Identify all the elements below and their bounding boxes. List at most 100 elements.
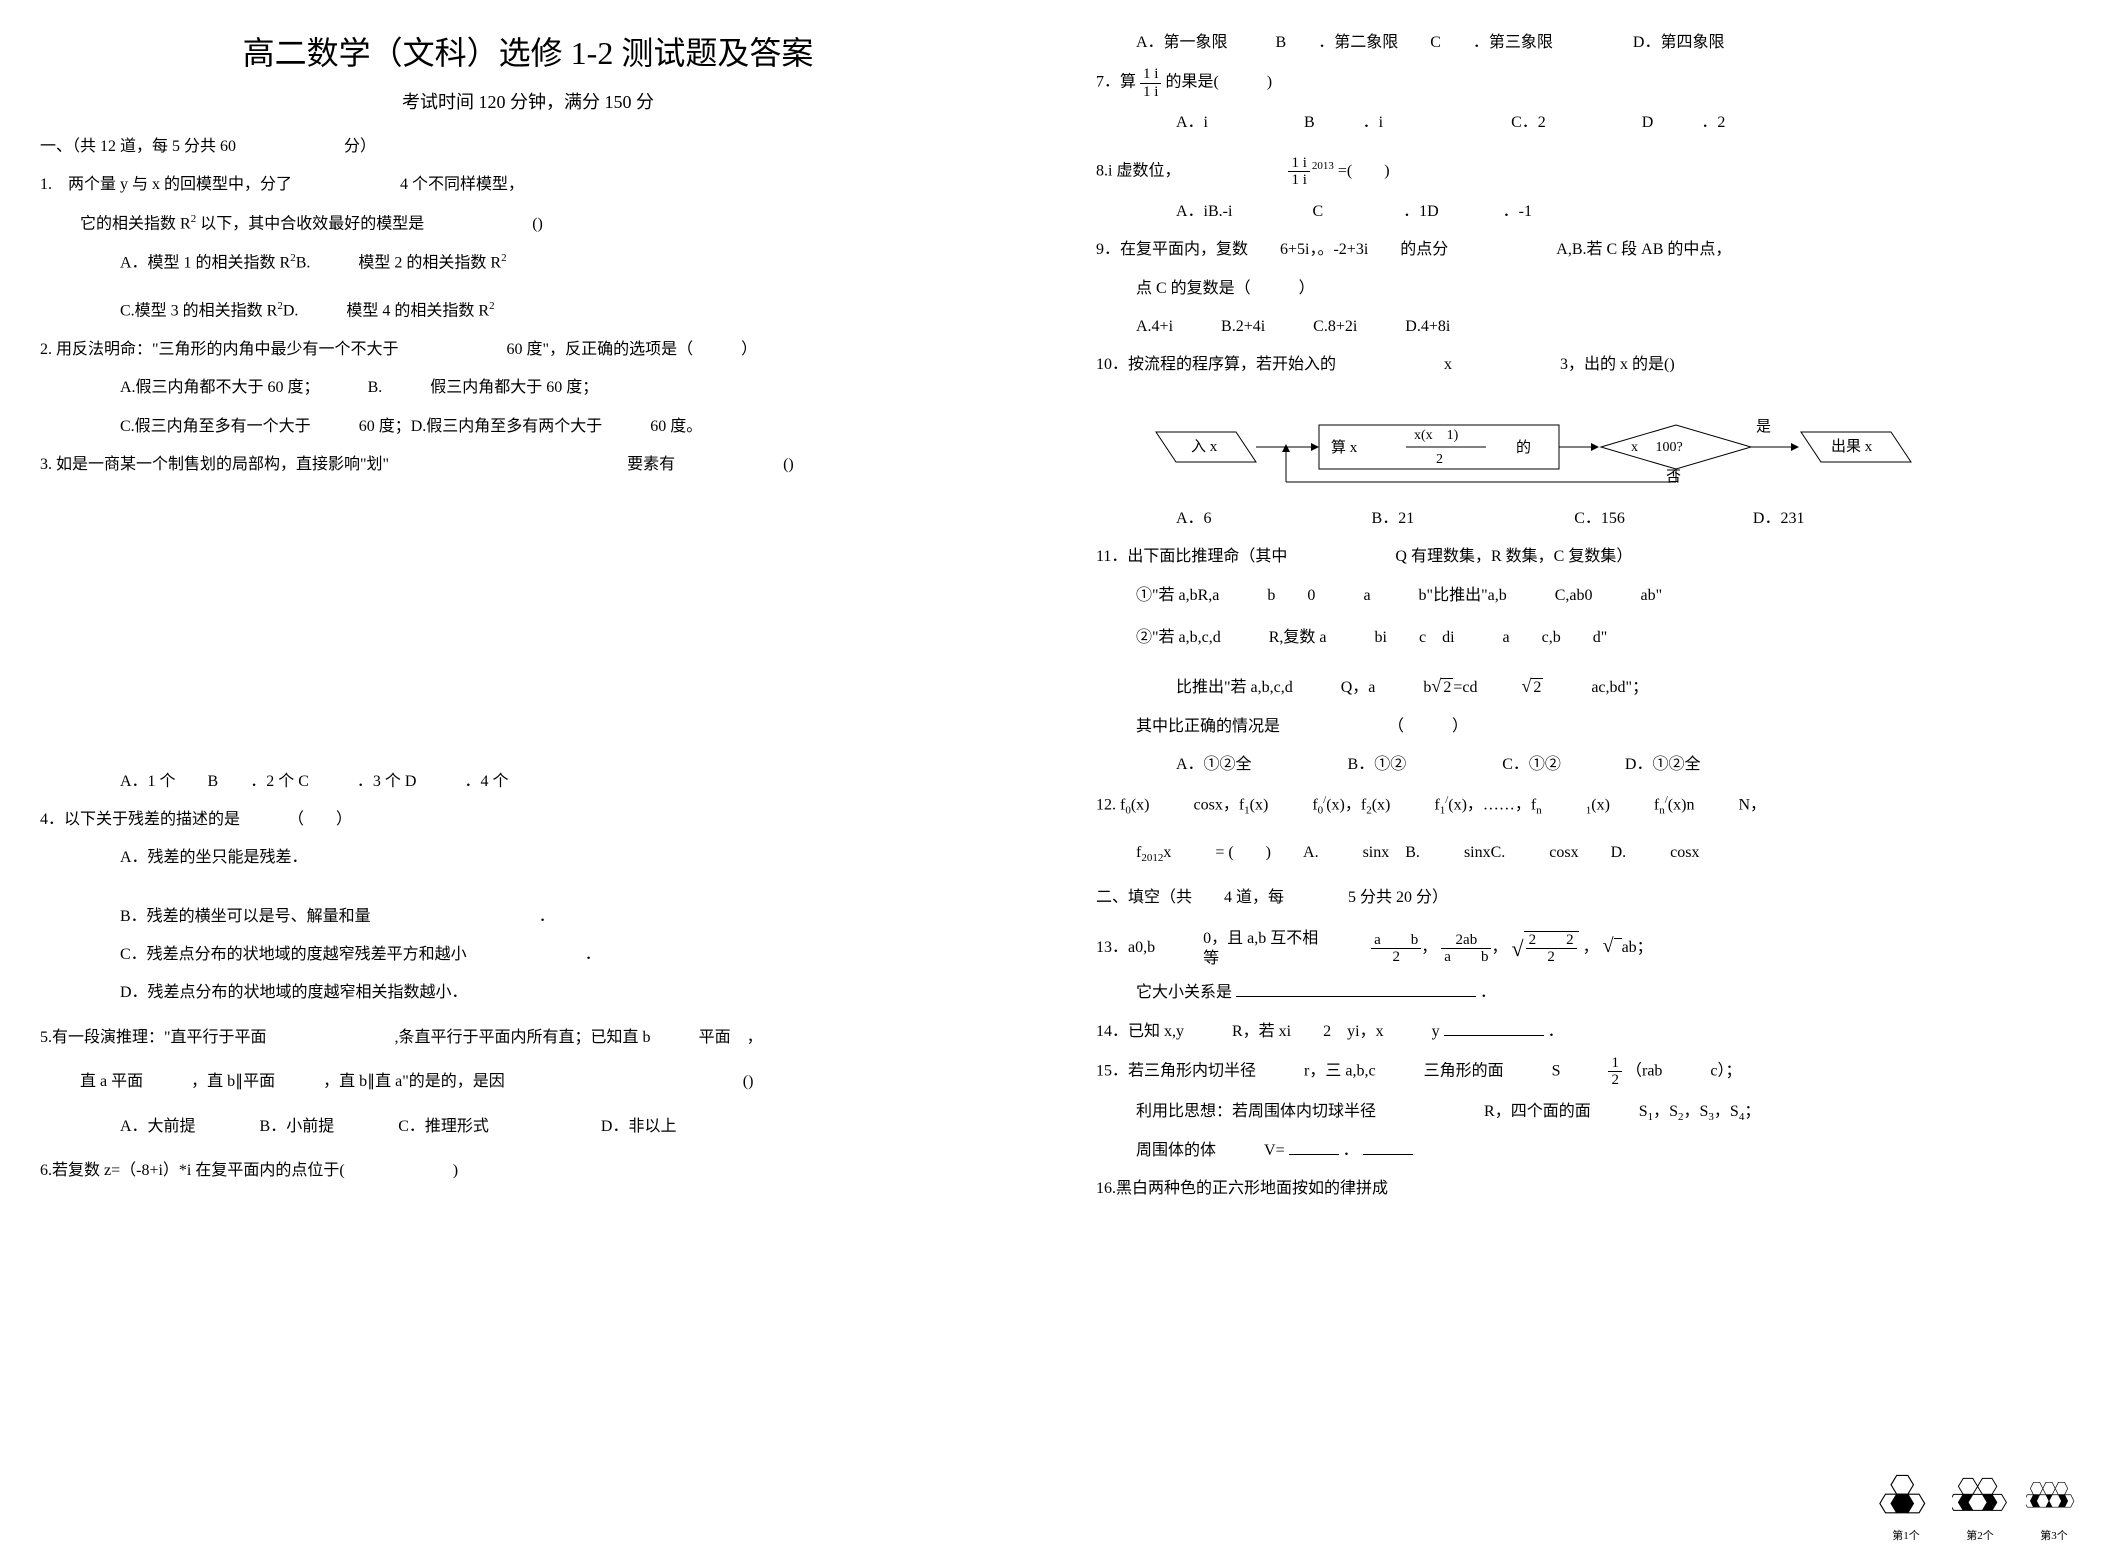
q13-e: ab；	[1622, 939, 1653, 956]
section-2: 二、填空（共 4 道，每 5 分共 20 分）	[1096, 883, 2072, 913]
q1-b: 4 个不同样模型，	[400, 176, 524, 193]
q15-h: R，四个面的面	[1484, 1103, 1591, 1120]
q2-Bb: B.	[368, 379, 383, 396]
q15-j: 周围体的体	[1136, 1142, 1216, 1159]
q1-B: 模型 2 的相关指数 R	[358, 254, 501, 271]
q12-c: (x)	[1250, 797, 1269, 814]
q6: 6.若复数 z=（-8+i）*i 在复平面内的点位于( )	[40, 1156, 1016, 1186]
q5-opts: A．大前提 B．小前提 C．推理形式 D．非以上	[40, 1112, 1016, 1142]
q2-B: 假三内角都大于 60 度；	[430, 379, 598, 396]
q12-2f: cosx	[1670, 844, 1699, 861]
pattern-3: 第3个	[2026, 1468, 2082, 1543]
q13-c1: 2ab	[1441, 932, 1491, 950]
q4-Ba: B．残差的横坐可以是号、解量和量	[120, 908, 371, 925]
q9-opts: A.4+i B.2+4i C.8+2i D.4+8i	[1096, 312, 2072, 342]
q9-a: 9．在复平面内，复数 6+5i，。-2+3i 的点分	[1096, 241, 1448, 258]
q6-b: )	[453, 1162, 458, 1179]
q7-a: 7．算	[1096, 74, 1136, 91]
q15-e: （rab	[1626, 1063, 1662, 1080]
flow-den-text: 2	[1436, 452, 1443, 467]
q13-fa: 它大小关系是	[1136, 984, 1232, 1001]
q9-c: 点 C 的复数是（ ）	[1096, 274, 2072, 304]
sec1-b: 分）	[344, 138, 376, 155]
q12-f: (x)	[1372, 797, 1391, 814]
q11: 11．出下面比推理命（其中 Q 有理数集，R 数集，C 复数集）	[1096, 542, 2072, 572]
q13-c2: a b	[1441, 949, 1491, 966]
q8-exp: 2013	[1312, 160, 1334, 172]
q1-e: ()	[532, 215, 543, 232]
q11-sq1: 2	[1441, 678, 1453, 696]
pattern-2-label: 第2个	[1952, 1527, 2008, 1543]
q8: 8.i 虚数位， 1 i 1 i 2013 =( )	[1096, 155, 2072, 189]
q7-frac: 1 i 1 i	[1140, 66, 1161, 100]
q1-C: C.模型 3 的相关指数 R	[120, 303, 277, 320]
q2-c: ）	[741, 341, 757, 358]
q15-i6: ，S	[1714, 1103, 1739, 1120]
q2-Cb: 60 度；D.假三内角至多有两个大于	[359, 418, 603, 435]
q11-1a: ①"若 a,bR,a	[1136, 587, 1219, 604]
q4-b: （ ）	[288, 811, 352, 828]
q10-c: 3，出的 x 的是()	[1560, 356, 1675, 373]
q7-opts: A．i B ．i C．2 D ．2	[1096, 108, 2072, 138]
q15-a: 15．若三角形内切半径	[1096, 1063, 1256, 1080]
q1-D: 模型 4 的相关指数 R	[346, 303, 489, 320]
q4-B: B．残差的横坐可以是号、解量和量 ．	[40, 902, 1016, 932]
q13-d1: 2 2	[1526, 932, 1577, 950]
hex-icon-3	[2026, 1468, 2082, 1524]
q16: 16.黑白两种色的正六形地面按如的律拼成	[1096, 1174, 2072, 1204]
q12-e: (x)，f	[1326, 797, 1366, 814]
football-patterns: 第1个 第2个	[1878, 1468, 2082, 1543]
q3: 3. 如是一商某一个制售划的局部构，直接影响"划" 要素有 ()	[40, 450, 1016, 480]
q12-i: (x)	[1591, 797, 1610, 814]
q11-3e: ac,bd"；	[1591, 679, 1648, 696]
q13-a: 0，且 a,b 互不相等	[1203, 929, 1323, 967]
exam-title: 高二数学（文科）选修 1-2 测试题及答案	[40, 28, 1016, 74]
q1-Cb: D.	[283, 303, 299, 320]
q11-end-a: 其中比正确的情况是	[1136, 718, 1280, 735]
pattern-3-label: 第3个	[2026, 1527, 2082, 1543]
section-1-header: 一、（共 12 道，每 5 分共 60 分）	[40, 132, 1016, 162]
q14-b: y	[1432, 1023, 1440, 1040]
pattern-1: 第1个	[1878, 1468, 1934, 1543]
flow-num-text: x(x 1)	[1414, 428, 1459, 443]
q15-i4: ，S	[1684, 1103, 1709, 1120]
q13-b2: 2	[1371, 949, 1421, 966]
q10-a: 10．按流程的程序算，若开始入的	[1096, 356, 1336, 373]
q12-b: cosx，f	[1193, 797, 1244, 814]
q8-eq: =( )	[1338, 162, 1390, 179]
pattern-1-label: 第1个	[1878, 1527, 1934, 1543]
q15-d: S	[1552, 1063, 1561, 1080]
hex-icon-2	[1952, 1468, 2008, 1524]
q12-h: (x)，……，f	[1448, 797, 1536, 814]
q1-A: A．模型 1 的相关指数 R	[120, 254, 290, 271]
q11-2b: R,复数 a	[1269, 629, 1327, 646]
q12-2a: x	[1163, 844, 1171, 861]
flowchart-svg: 入 x 算 x x(x 1) 2 的 x 100? 是 出果 x 否	[1136, 397, 1916, 487]
q1-optCD: C.模型 3 的相关指数 R2D. 模型 4 的相关指数 R2	[40, 296, 1016, 327]
q15-i2: ，S	[1653, 1103, 1678, 1120]
q11-end: 其中比正确的情况是 （ ）	[1096, 712, 2072, 742]
q9: 9．在复平面内，复数 6+5i，。-2+3i 的点分 A,B.若 C 段 AB …	[1096, 235, 2072, 265]
q15-line3: 周围体的体 V= ．	[1096, 1136, 2072, 1166]
q15-line2: 利用比思想：若周围体内切球半径 R，四个面的面 S1，S2，S3，S4；	[1096, 1097, 2072, 1128]
q4-D: D．残差点分布的状地域的度越窄相关指数越小．	[40, 978, 1016, 1008]
q2-a: 2. 用反法明命："三角形的内角中最少有一个不大于	[40, 341, 399, 358]
q7-num: 1 i	[1140, 66, 1161, 84]
q10-b: x	[1444, 356, 1452, 373]
q2-optCD: C.假三内角至多有一个大于 60 度；D.假三内角至多有两个大于 60 度。	[40, 412, 1016, 442]
flow-calc-text: 算 x	[1331, 438, 1358, 456]
q14: 14．已知 x,y R，若 xi 2 yi，x y ．	[1096, 1017, 2072, 1047]
q7-b: 的果是(	[1165, 74, 1218, 91]
q3-c: ()	[783, 456, 794, 473]
q13-f: 它大小关系是 ．	[1096, 978, 2072, 1008]
q12-2b: = ( ) A.	[1215, 844, 1318, 861]
q15-frac: 12	[1608, 1055, 1622, 1089]
q15-c: 三角形的面	[1424, 1063, 1504, 1080]
q5-line2: 直 a 平面 ，直 b∥平面 ，直 b∥直 a"的是的，是因 ()	[40, 1067, 1016, 1097]
q4: 4．以下关于残差的描述的是 （ ）	[40, 805, 1016, 835]
q4-A: A．残差的坐只能是残差．	[40, 843, 1016, 873]
q13-frac1: a b2	[1371, 932, 1421, 966]
q2-optAB: A.假三内角都不大于 60 度； B. 假三内角都大于 60 度；	[40, 373, 1016, 403]
q11-3a: 比推出"若 a,b,c,d	[1176, 679, 1293, 696]
q12-k: (x)n	[1668, 797, 1695, 814]
